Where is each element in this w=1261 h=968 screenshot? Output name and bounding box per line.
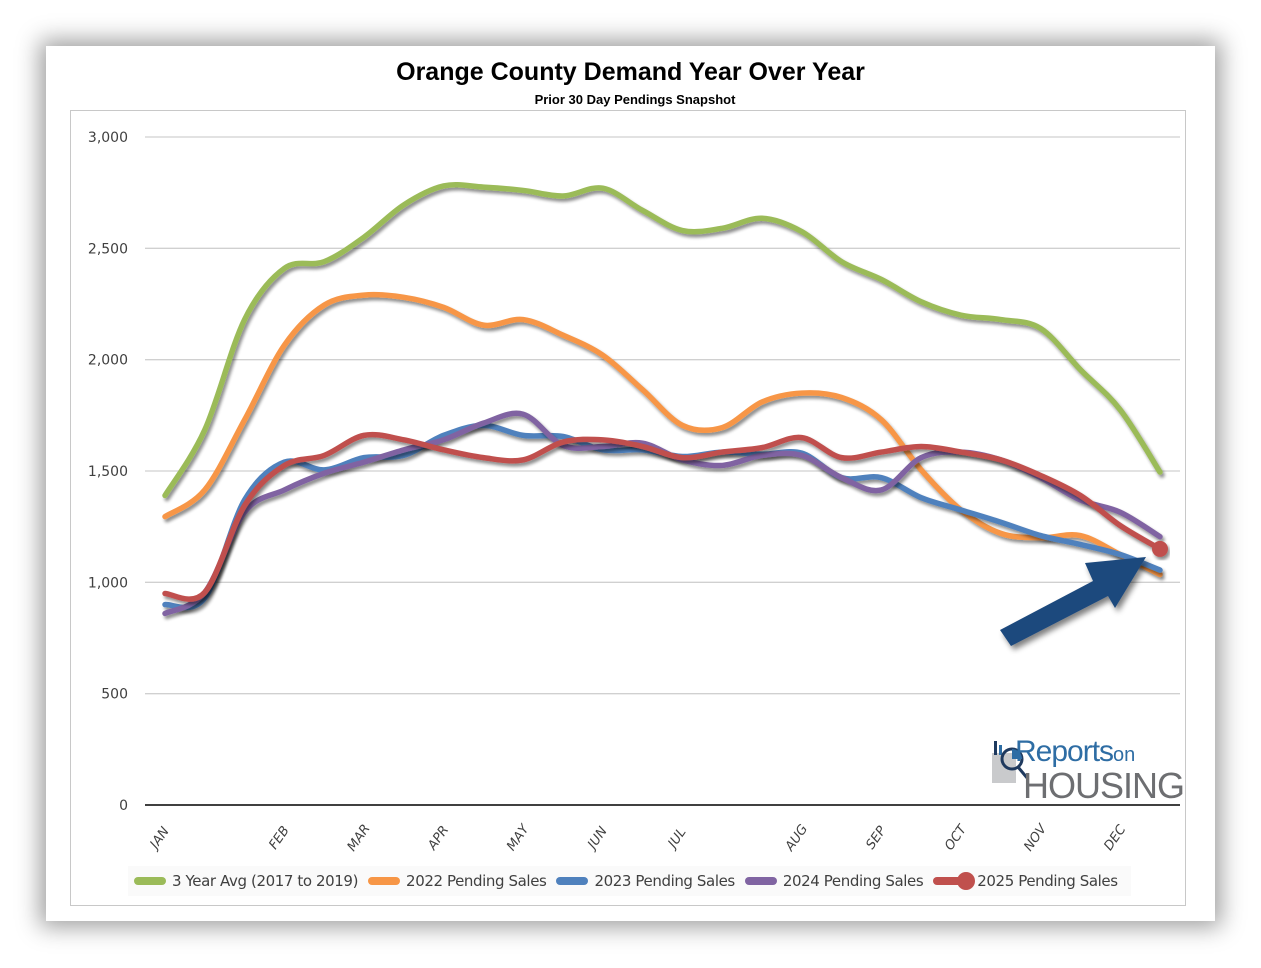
series-line-3-year-avg-2017-to-2019 bbox=[162, 182, 1163, 499]
x-tick-label: MAR bbox=[345, 822, 374, 854]
chart-legend: 3 Year Avg (2017 to 2019) 2022 Pending Sa… bbox=[128, 866, 1131, 896]
legend-swatch-icon bbox=[368, 877, 401, 885]
chart-subtitle: Prior 30 Day Pendings Snapshot bbox=[534, 92, 736, 107]
logo-reports-text: Reportson bbox=[1015, 735, 1136, 768]
legend-item: 2024 Pending Sales bbox=[744, 872, 924, 890]
y-axis-ticks: 0 500 1,000 1,500 2,000 2,500 3,000 bbox=[88, 130, 128, 814]
series-line-2022-pending-sales bbox=[162, 291, 1163, 578]
x-tick-label: OCT bbox=[942, 822, 971, 854]
legend-item: 2025 Pending Sales bbox=[933, 872, 1118, 890]
x-tick-label: SEP bbox=[863, 824, 889, 853]
x-tick-label: FEB bbox=[266, 824, 292, 853]
legend-label: 2022 Pending Sales bbox=[406, 872, 547, 890]
y-tick-label: 0 bbox=[119, 798, 128, 814]
x-tick-label: APR bbox=[425, 823, 453, 854]
legend-swatch-icon bbox=[556, 877, 589, 885]
y-tick-label: 2,500 bbox=[88, 241, 128, 257]
x-tick-label: AUG bbox=[782, 822, 811, 855]
y-tick-label: 3,000 bbox=[88, 130, 128, 146]
x-tick-label: JAN bbox=[146, 824, 173, 854]
series-lines bbox=[162, 182, 1168, 617]
y-tick-label: 2,000 bbox=[88, 353, 128, 369]
reports-on-housing-logo: Reportson HOUSING bbox=[985, 735, 1185, 806]
latest-value-marker bbox=[1152, 540, 1168, 557]
logo-housing-text: HOUSING bbox=[1023, 765, 1185, 806]
callout-arrow bbox=[1000, 557, 1146, 646]
legend-label: 2025 Pending Sales bbox=[977, 872, 1118, 890]
x-tick-label: NOV bbox=[1021, 821, 1050, 854]
legend-label: 2023 Pending Sales bbox=[594, 872, 735, 890]
gridlines bbox=[145, 136, 1180, 695]
legend-swatch-icon bbox=[134, 877, 166, 885]
x-tick-label: JUL bbox=[664, 825, 690, 853]
series-line-2025-pending-sales bbox=[162, 431, 1163, 602]
legend-item: 3 Year Avg (2017 to 2019) bbox=[134, 872, 358, 890]
chart-title: Orange County Demand Year Over Year bbox=[396, 58, 865, 86]
y-tick-label: 500 bbox=[101, 687, 128, 703]
legend-label: 2024 Pending Sales bbox=[782, 872, 924, 890]
legend-item: 2023 Pending Sales bbox=[556, 872, 735, 890]
y-tick-label: 1,000 bbox=[88, 575, 128, 591]
x-tick-label: DEC bbox=[1101, 822, 1129, 854]
x-tick-label: JUN bbox=[583, 824, 610, 854]
x-tick-label: MAY bbox=[504, 821, 533, 853]
legend-marker-icon bbox=[957, 872, 976, 890]
y-tick-label: 1,500 bbox=[88, 464, 128, 480]
legend-item: 2022 Pending Sales bbox=[368, 872, 547, 890]
logo-mark-icon bbox=[992, 741, 1028, 783]
series-line-2024-pending-sales bbox=[162, 410, 1163, 617]
legend-swatch-icon bbox=[744, 877, 777, 885]
x-axis-ticks: JAN FEB MAR APR MAY JUN JUL AUG SEP OCT NOV DEC bbox=[146, 821, 1130, 855]
legend-swatch-icon bbox=[933, 872, 976, 890]
legend-label: 3 Year Avg (2017 to 2019) bbox=[172, 872, 359, 890]
